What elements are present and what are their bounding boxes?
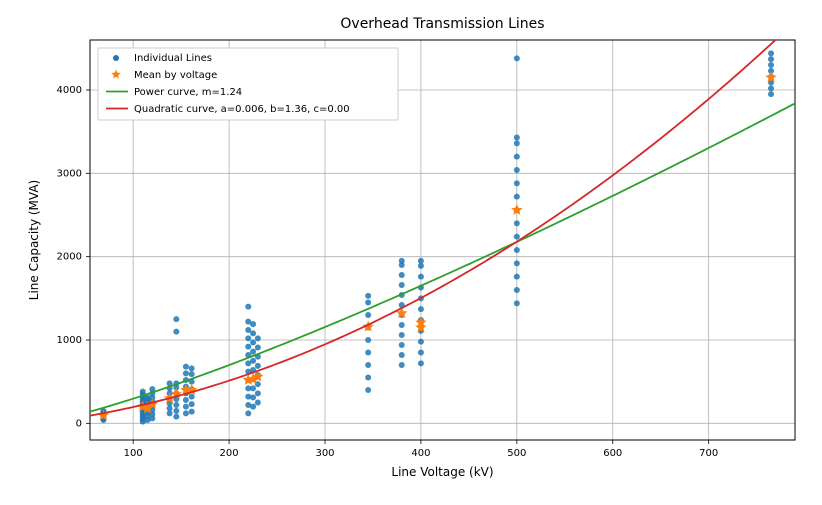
- scatter-point: [250, 395, 256, 401]
- scatter-point: [418, 306, 424, 312]
- scatter-point: [514, 194, 520, 200]
- scatter-point: [365, 337, 371, 343]
- x-tick-label: 100: [124, 448, 143, 459]
- scatter-point: [183, 370, 189, 376]
- scatter-point: [173, 316, 179, 322]
- legend-label: Power curve, m=1.24: [134, 87, 242, 98]
- scatter-point: [399, 362, 405, 368]
- scatter-point: [514, 220, 520, 226]
- legend-marker-scatter: [113, 55, 119, 61]
- scatter-point: [514, 55, 520, 61]
- scatter-point: [183, 404, 189, 410]
- scatter-point: [250, 385, 256, 391]
- scatter-point: [183, 364, 189, 370]
- scatter-point: [514, 247, 520, 253]
- scatter-point: [399, 352, 405, 358]
- scatter-point: [255, 363, 261, 369]
- scatter-point: [365, 387, 371, 393]
- scatter-point: [189, 394, 195, 400]
- scatter-point: [255, 335, 261, 341]
- scatter-point: [514, 135, 520, 141]
- scatter-point: [250, 321, 256, 327]
- scatter-point: [418, 350, 424, 356]
- scatter-point: [399, 322, 405, 328]
- scatter-point: [189, 401, 195, 407]
- scatter-point: [173, 408, 179, 414]
- scatter-point: [183, 397, 189, 403]
- y-tick-label: 1000: [57, 335, 82, 346]
- scatter-point: [183, 410, 189, 416]
- scatter-point: [140, 389, 146, 395]
- scatter-point: [365, 293, 371, 299]
- chart-svg: 100 200 300 400 500 600 700 0 1000 2000 3000 4000 Li…: [0, 0, 822, 505]
- scatter-point: [255, 345, 261, 351]
- scatter-point: [365, 362, 371, 368]
- scatter-point: [189, 371, 195, 377]
- legend-label: Quadratic curve, a=0.006, b=1.36, c=0.00: [134, 104, 350, 115]
- y-tick-label: 4000: [57, 85, 82, 96]
- scatter-point: [365, 375, 371, 381]
- scatter-point: [245, 410, 251, 416]
- scatter-point: [768, 91, 774, 97]
- scatter-point: [418, 258, 424, 264]
- scatter-point: [768, 56, 774, 62]
- legend-label: Mean by voltage: [134, 70, 217, 81]
- scatter-point: [245, 335, 251, 341]
- scatter-point: [768, 50, 774, 56]
- scatter-point: [250, 330, 256, 336]
- scatter-point: [399, 272, 405, 278]
- scatter-point: [365, 312, 371, 318]
- x-tick-label: 500: [507, 448, 526, 459]
- scatter-point: [418, 339, 424, 345]
- scatter-point: [514, 234, 520, 240]
- scatter-point: [768, 85, 774, 91]
- scatter-point: [514, 140, 520, 146]
- x-tick-label: 700: [699, 448, 718, 459]
- y-tick-label: 2000: [57, 252, 82, 263]
- y-axis-label: Line Capacity (MVA): [27, 180, 41, 300]
- scatter-point: [418, 360, 424, 366]
- scatter-point: [365, 350, 371, 356]
- x-tick-label: 300: [315, 448, 334, 459]
- scatter-point: [514, 167, 520, 173]
- scatter-point: [255, 400, 261, 406]
- scatter-point: [173, 414, 179, 420]
- scatter-point: [189, 409, 195, 415]
- scatter-point: [245, 344, 251, 350]
- scatter-point: [514, 154, 520, 160]
- scatter-point: [250, 349, 256, 355]
- x-tick-label: 600: [603, 448, 622, 459]
- scatter-point: [514, 300, 520, 306]
- x-axis-label: Line Voltage (kV): [391, 465, 493, 479]
- chart-container: 100 200 300 400 500 600 700 0 1000 2000 3000 4000 Li…: [0, 0, 822, 505]
- y-tick-label: 0: [76, 418, 82, 429]
- scatter-point: [245, 304, 251, 310]
- scatter-point: [173, 402, 179, 408]
- scatter-point: [189, 365, 195, 371]
- scatter-point: [173, 329, 179, 335]
- chart-title: Overhead Transmission Lines: [340, 16, 544, 32]
- x-tick-label: 400: [411, 448, 430, 459]
- scatter-point: [418, 274, 424, 280]
- scatter-point: [514, 274, 520, 280]
- scatter-point: [250, 358, 256, 364]
- scatter-point: [768, 62, 774, 68]
- y-tick-label: 3000: [57, 168, 82, 179]
- scatter-point: [250, 404, 256, 410]
- scatter-point: [399, 332, 405, 338]
- x-tick-label: 200: [220, 448, 239, 459]
- scatter-point: [514, 180, 520, 186]
- legend-label: Individual Lines: [134, 53, 212, 64]
- scatter-point: [399, 282, 405, 288]
- scatter-point: [514, 287, 520, 293]
- scatter-point: [514, 260, 520, 266]
- scatter-point: [365, 300, 371, 306]
- scatter-point: [255, 390, 261, 396]
- scatter-point: [399, 342, 405, 348]
- scatter-point: [250, 340, 256, 346]
- scatter-point: [399, 258, 405, 264]
